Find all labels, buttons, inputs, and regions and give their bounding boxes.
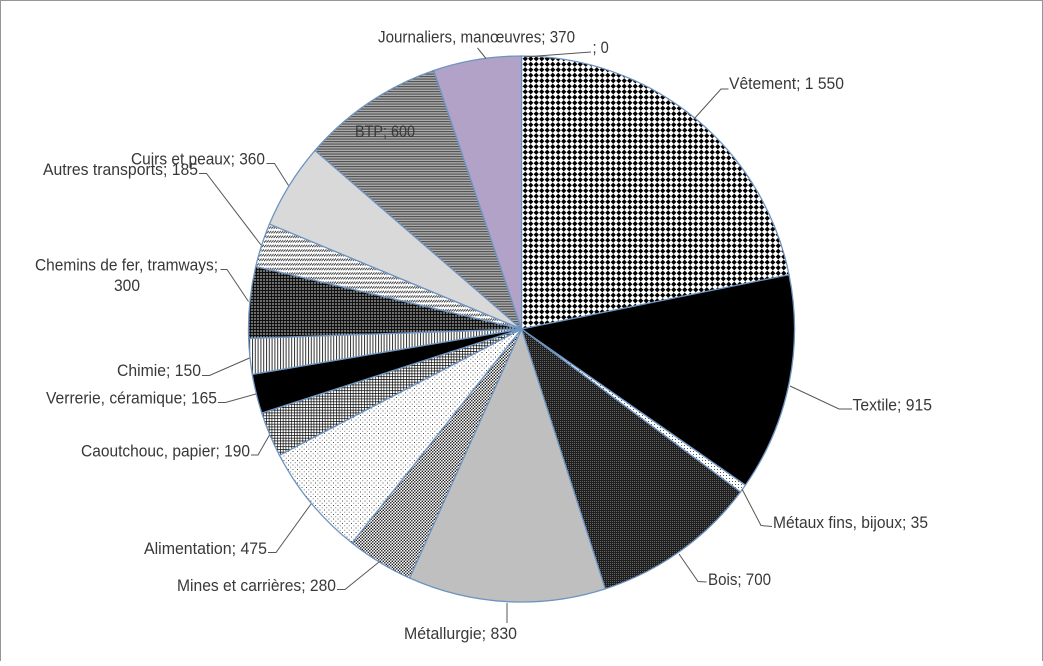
- svg-text:Caoutchouc, papier; 190: Caoutchouc, papier; 190: [81, 443, 250, 461]
- svg-text:Journaliers, manœuvres; 370: Journaliers, manœuvres; 370: [378, 29, 575, 47]
- svg-text:300: 300: [114, 277, 140, 295]
- svg-text:Alimentation; 475: Alimentation; 475: [144, 540, 267, 558]
- svg-text:Chimie; 150: Chimie; 150: [117, 362, 201, 380]
- svg-text:Chemins de fer, tramways;: Chemins de fer, tramways;: [35, 257, 218, 275]
- svg-text:Vêtement; 1 550: Vêtement; 1 550: [729, 75, 844, 93]
- svg-text:Métaux fins, bijoux; 35: Métaux fins, bijoux; 35: [773, 514, 928, 532]
- svg-text:Mines et carrières; 280: Mines et carrières; 280: [177, 577, 336, 595]
- svg-text:Autres transports; 185: Autres transports; 185: [43, 161, 198, 179]
- svg-text:Verrerie, céramique; 165: Verrerie, céramique; 165: [46, 390, 217, 408]
- svg-text:Métallurgie; 830: Métallurgie; 830: [404, 625, 517, 643]
- svg-text:Textile; 915: Textile; 915: [853, 397, 933, 415]
- svg-text:BTP; 600: BTP; 600: [355, 123, 415, 141]
- svg-text:; 0: ; 0: [593, 39, 609, 57]
- svg-text:Bois; 700: Bois; 700: [708, 571, 771, 589]
- svg-text:Cuirs et peaux; 360: Cuirs et peaux; 360: [131, 151, 265, 169]
